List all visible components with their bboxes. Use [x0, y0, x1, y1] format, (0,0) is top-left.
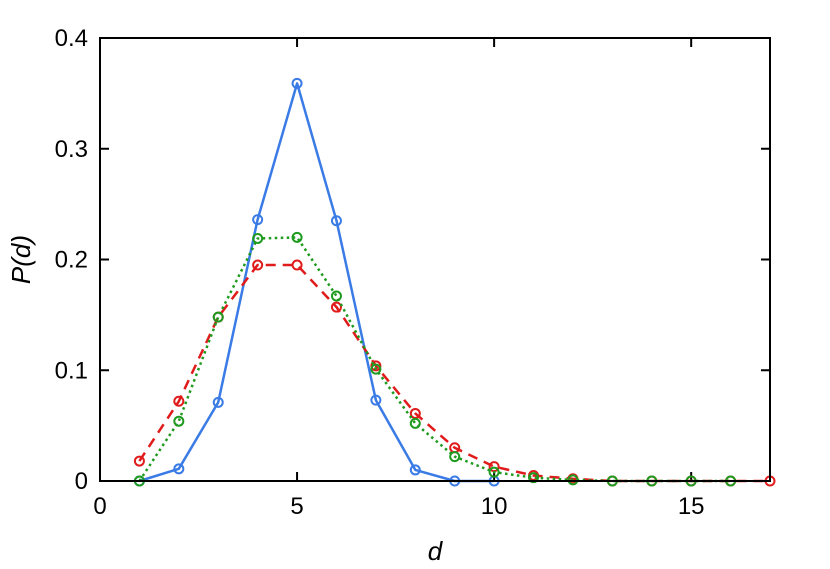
y-tick-label: 0.2 — [55, 247, 88, 274]
axes: 0 5 10 15 0 0.1 0.2 0.3 0.4 — [55, 25, 770, 520]
data-point — [370, 394, 382, 406]
series-line — [139, 82, 495, 483]
data-point — [252, 259, 264, 271]
data-point — [330, 290, 342, 302]
data-point — [173, 463, 185, 475]
data-point — [212, 311, 224, 323]
x-tick-label: 15 — [678, 493, 705, 520]
series-solid — [133, 77, 500, 487]
data-point — [252, 232, 264, 244]
x-tick-label: 10 — [481, 493, 508, 520]
y-tick-label: 0 — [75, 468, 88, 495]
data-point — [409, 417, 421, 429]
series-dotted — [133, 231, 737, 487]
y-tick-label: 0.1 — [55, 357, 88, 384]
data-point — [370, 360, 382, 372]
data-point — [370, 363, 382, 375]
data-point — [212, 396, 224, 408]
y-tick-label: 0.4 — [55, 25, 88, 52]
data-point — [291, 259, 303, 271]
x-axis-label: d — [428, 536, 444, 566]
data-point — [133, 455, 145, 467]
data-point — [173, 395, 185, 407]
data-point — [449, 451, 461, 463]
data-point — [252, 214, 264, 226]
data-point — [409, 464, 421, 476]
data-point — [330, 301, 342, 313]
data-point — [291, 231, 303, 243]
series-line — [138, 263, 770, 483]
plot-frame — [99, 37, 771, 482]
x-tick-label: 5 — [290, 493, 303, 520]
x-tick-label: 0 — [93, 493, 106, 520]
data-point — [488, 466, 500, 478]
data-point — [330, 215, 342, 227]
data-point — [291, 77, 303, 89]
y-axis-label: P(d) — [6, 235, 36, 284]
data-point — [567, 474, 579, 486]
y-tick-label: 0.3 — [55, 136, 88, 163]
series-layer — [133, 77, 776, 487]
labels: d P(d) — [6, 235, 444, 566]
data-point — [173, 415, 185, 427]
data-point — [528, 472, 540, 484]
